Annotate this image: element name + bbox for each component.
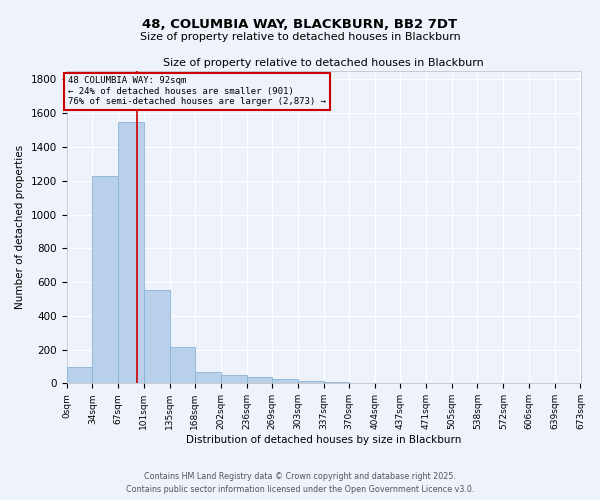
Bar bbox=[143, 290, 170, 384]
Bar bbox=[247, 377, 272, 384]
Bar bbox=[92, 176, 118, 384]
Text: 48, COLUMBIA WAY, BLACKBURN, BB2 7DT: 48, COLUMBIA WAY, BLACKBURN, BB2 7DT bbox=[142, 18, 458, 30]
Bar bbox=[298, 381, 324, 384]
X-axis label: Distribution of detached houses by size in Blackburn: Distribution of detached houses by size … bbox=[186, 435, 461, 445]
Text: Size of property relative to detached houses in Blackburn: Size of property relative to detached ho… bbox=[140, 32, 460, 42]
Bar bbox=[272, 378, 298, 384]
Text: Contains HM Land Registry data © Crown copyright and database right 2025.
Contai: Contains HM Land Registry data © Crown c… bbox=[126, 472, 474, 494]
Bar bbox=[375, 383, 400, 384]
Bar bbox=[324, 382, 349, 384]
Bar bbox=[221, 375, 247, 384]
Title: Size of property relative to detached houses in Blackburn: Size of property relative to detached ho… bbox=[163, 58, 484, 68]
Bar bbox=[118, 122, 143, 384]
Bar bbox=[195, 372, 221, 384]
Text: 48 COLUMBIA WAY: 92sqm
← 24% of detached houses are smaller (901)
76% of semi-de: 48 COLUMBIA WAY: 92sqm ← 24% of detached… bbox=[68, 76, 326, 106]
Y-axis label: Number of detached properties: Number of detached properties bbox=[15, 145, 25, 310]
Bar bbox=[67, 368, 92, 384]
Bar bbox=[170, 347, 195, 384]
Bar bbox=[349, 382, 375, 384]
